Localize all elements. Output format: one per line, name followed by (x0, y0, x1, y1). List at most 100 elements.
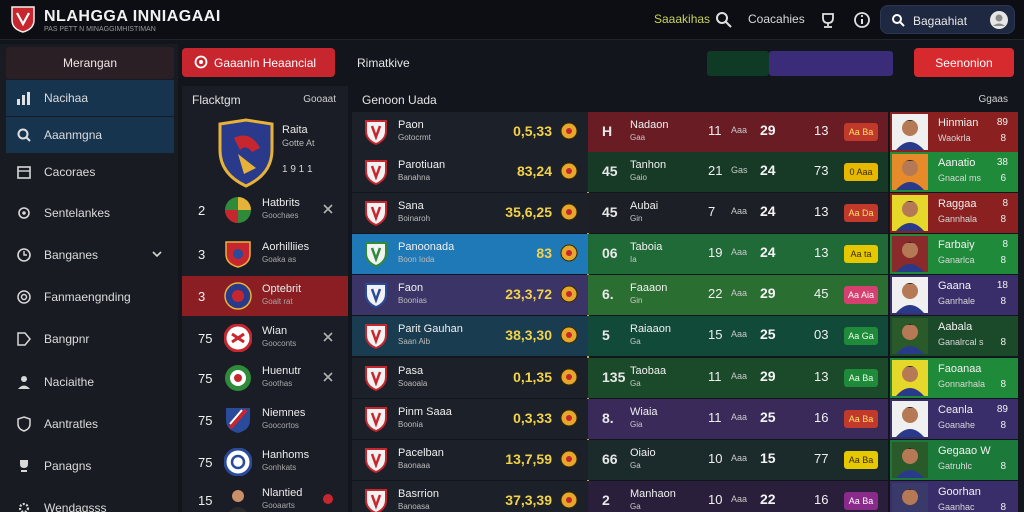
stats-cell[interactable]: 8. Wiaia Gia 11 Aaa 25 16 Aa Ba (588, 399, 888, 439)
team-cell[interactable]: Parit Gauhan Saan Aib 38,3,30 (352, 316, 588, 356)
info-icon[interactable] (852, 10, 872, 30)
stats-cell[interactable]: 5 Raiaaon Ga 15 Aaa 25 03 Aa Ga (588, 316, 888, 356)
sidebar-item-aaanmgna[interactable]: Aaanmgna (6, 117, 174, 153)
sidebar-item-cacoraes[interactable]: Cacoraes (6, 154, 174, 190)
close-icon[interactable] (322, 493, 334, 505)
stats-cell[interactable]: 45 Aubai Gin 7 Aaa 24 13 Aa Da (588, 193, 888, 233)
search-icon[interactable] (714, 10, 734, 30)
standings-row-selected[interactable]: 3 Optebrit Goalt rat (182, 276, 348, 316)
standings-row[interactable]: 75 Wian Gooconts (182, 318, 348, 358)
team-name: Basrrion (398, 488, 439, 500)
tab-active[interactable]: Rimatkive (357, 56, 410, 70)
filter-segment-purple[interactable] (769, 51, 893, 76)
status-badge[interactable]: Aa ta (844, 245, 878, 263)
lead-value: 8. (602, 410, 614, 426)
status-badge[interactable]: Aa Ba (844, 492, 878, 510)
status-badge[interactable]: Aa Aia (844, 286, 878, 304)
match-row[interactable]: Faon Boonias 23,3,72 6. Faaaon Gin 22 Aa… (352, 275, 1018, 315)
standings-row[interactable]: 2 Hatbrits Goochaes (182, 190, 348, 230)
status-badge[interactable]: Aa Ba (844, 123, 878, 141)
stats-cell[interactable]: H Nadaon Gaa 11 Aaa 29 13 Aa Ba (588, 112, 888, 152)
search-box[interactable]: Bagaahiat (880, 5, 1015, 34)
player-cell[interactable]: Ceanla 89 Goanahe 8 (890, 399, 1018, 439)
stats-cell[interactable]: 45 Tanhon Gaio 21 Gas 24 73 0 Aaa (588, 152, 888, 192)
match-row[interactable]: Sana Boinaroh 35,6,25 45 Aubai Gin 7 Aaa… (352, 193, 1018, 233)
close-icon[interactable] (322, 331, 334, 343)
primary-action-button[interactable]: Gaaanin Heaancial (182, 48, 335, 77)
sidebar-item-bangpnr[interactable]: Bangpnr (6, 321, 174, 357)
stats-cell[interactable]: 06 Taboia Ia 19 Aaa 24 13 Aa ta (588, 234, 888, 274)
team-cell[interactable]: Pasa Soaoala 0,1,35 (352, 358, 588, 398)
sidebar-item-banganes[interactable]: Banganes (6, 237, 174, 273)
standings-row[interactable]: 75 Huenutr Goothas (182, 358, 348, 398)
player-cell[interactable]: Gegaao W Gatruhlc 8 (890, 440, 1018, 480)
team-cell[interactable]: Faon Boonias 23,3,72 (352, 275, 588, 315)
player-cell[interactable]: Faoanaa Gonnarhala 8 (890, 358, 1018, 398)
match-row[interactable]: Paon Gotocrmt 0,5,33 H Nadaon Gaa 11 Aaa… (352, 112, 1018, 152)
player-name: Taobaa (630, 365, 667, 377)
match-row[interactable]: Pacelban Baonaaa 13,7,59 66 Oiaio Ga 10 … (352, 440, 1018, 480)
standings-row[interactable]: 15 Nlantied Gooaarts (182, 480, 348, 512)
stats-cell[interactable]: 2 Manhaon Ga 10 Aaa 22 16 Aa Ba (588, 481, 888, 512)
nav-link-primary[interactable]: Saaakihas (654, 12, 711, 26)
trophy-icon[interactable] (818, 10, 838, 30)
team-cell[interactable]: Basrrion Banoasa 37,3,39 (352, 481, 588, 512)
app-title: NLAHGGA INNIAGAAI (44, 8, 221, 25)
sidebar-header[interactable]: Merangan (6, 47, 174, 79)
sidebar-item-aantratles[interactable]: Aantratles (6, 406, 174, 442)
team-cell[interactable]: Parotiuan Banahna 83,24 (352, 152, 588, 192)
sidebar-item-nacihaa[interactable]: Nacihaa (6, 80, 174, 116)
status-badge[interactable]: Aa Ba (844, 410, 878, 428)
match-row[interactable]: Parit Gauhan Saan Aib 38,3,30 5 Raiaaon … (352, 316, 1018, 356)
team-cell[interactable]: Pinm Saaa Boonia 0,3,33 (352, 399, 588, 439)
nav-link-secondary[interactable]: Coacahies (748, 12, 805, 26)
status-badge[interactable]: 0 Aaa (844, 163, 878, 181)
matches-header-right[interactable]: Ggaas (978, 94, 1008, 105)
player-cell[interactable]: Gaana 18 Ganrhale 8 (890, 275, 1018, 315)
player-cell[interactable]: Aabala Ganalrcal s 8 (890, 316, 1018, 356)
sidebar-item-naciaithe[interactable]: Naciaithe (6, 364, 174, 400)
sidebar-item-sentelankes[interactable]: Sentelankes (6, 195, 174, 231)
featured-team[interactable]: Raita Gotte At 1 9 1 1 (182, 114, 348, 192)
status-badge[interactable]: Aa Ba (844, 369, 878, 387)
player-card-sub: Gannhala (938, 214, 978, 224)
player-cell[interactable]: Goorhan Gaanhac 8 (890, 481, 1018, 512)
standings-row[interactable]: 3 Aorhilliies Goaka as (182, 234, 348, 274)
standings-header-right[interactable]: Gooaat (303, 94, 336, 105)
status-badge[interactable]: Aa Ba (844, 451, 878, 469)
sidebar-item-wendagsss[interactable]: Wendagsss (6, 490, 174, 512)
match-row[interactable]: Pinm Saaa Boonia 0,3,33 8. Wiaia Gia 11 … (352, 399, 1018, 439)
filter-segment-green[interactable] (707, 51, 769, 76)
team-cell[interactable]: Paon Gotocrmt 0,5,33 (352, 112, 588, 152)
sidebar-item-panagns[interactable]: Panagns (6, 448, 174, 484)
lead-value: 135 (602, 369, 626, 385)
team-cell[interactable]: Pacelban Baonaaa 13,7,59 (352, 440, 588, 480)
match-row[interactable]: Panoonada Boon Ioda 83 06 Taboia Ia 19 A… (352, 234, 1018, 274)
close-icon[interactable] (322, 371, 334, 383)
match-row[interactable]: Basrrion Banoasa 37,3,39 2 Manhaon Ga 10… (352, 481, 1018, 512)
match-row[interactable]: Pasa Soaoala 0,1,35 135 Taobaa Ga 11 Aaa… (352, 358, 1018, 398)
player-cell[interactable]: Aanatio 38 Gnacal ms 6 (890, 152, 1018, 192)
player-cell[interactable]: Farbaiy 8 Ganarlca 8 (890, 234, 1018, 274)
match-row[interactable]: Parotiuan Banahna 83,24 45 Tanhon Gaio 2… (352, 152, 1018, 192)
logo-icon[interactable] (10, 5, 36, 33)
stats-cell[interactable]: 135 Taobaa Ga 11 Aaa 29 13 Aa Ba (588, 358, 888, 398)
standings-row[interactable]: 75 Niemnes Goocortos (182, 400, 348, 440)
status-badge[interactable]: Aa Ga (844, 327, 878, 345)
stats-cell[interactable]: 6. Faaaon Gin 22 Aaa 29 45 Aa Aia (588, 275, 888, 315)
status-badge[interactable]: Aa Da (844, 204, 878, 222)
player-cell[interactable]: Hinmian 89 Waokrla 8 (890, 112, 1018, 152)
team-cell[interactable]: Panoonada Boon Ioda 83 (352, 234, 588, 274)
user-icon (18, 376, 30, 389)
team-name: Optebrit (262, 283, 302, 295)
sidebar-item-fanmaengnding[interactable]: Fanmaengnding (6, 279, 174, 315)
chevron-down-icon[interactable] (152, 249, 162, 259)
team-cell[interactable]: Sana Boinaroh 35,6,25 (352, 193, 588, 233)
player-cell[interactable]: Raggaa 8 Gannhala 8 (890, 193, 1018, 233)
secondary-action-button[interactable]: Seenonion (914, 48, 1014, 77)
standings-row[interactable]: 75 Hanhoms Gonhkats (182, 442, 348, 482)
stats-cell[interactable]: 66 Oiaio Ga 10 Aaa 15 77 Aa Ba (588, 440, 888, 480)
avatar-icon[interactable] (989, 10, 1009, 30)
close-icon[interactable] (322, 203, 334, 215)
player-sub: Ga (630, 502, 641, 511)
